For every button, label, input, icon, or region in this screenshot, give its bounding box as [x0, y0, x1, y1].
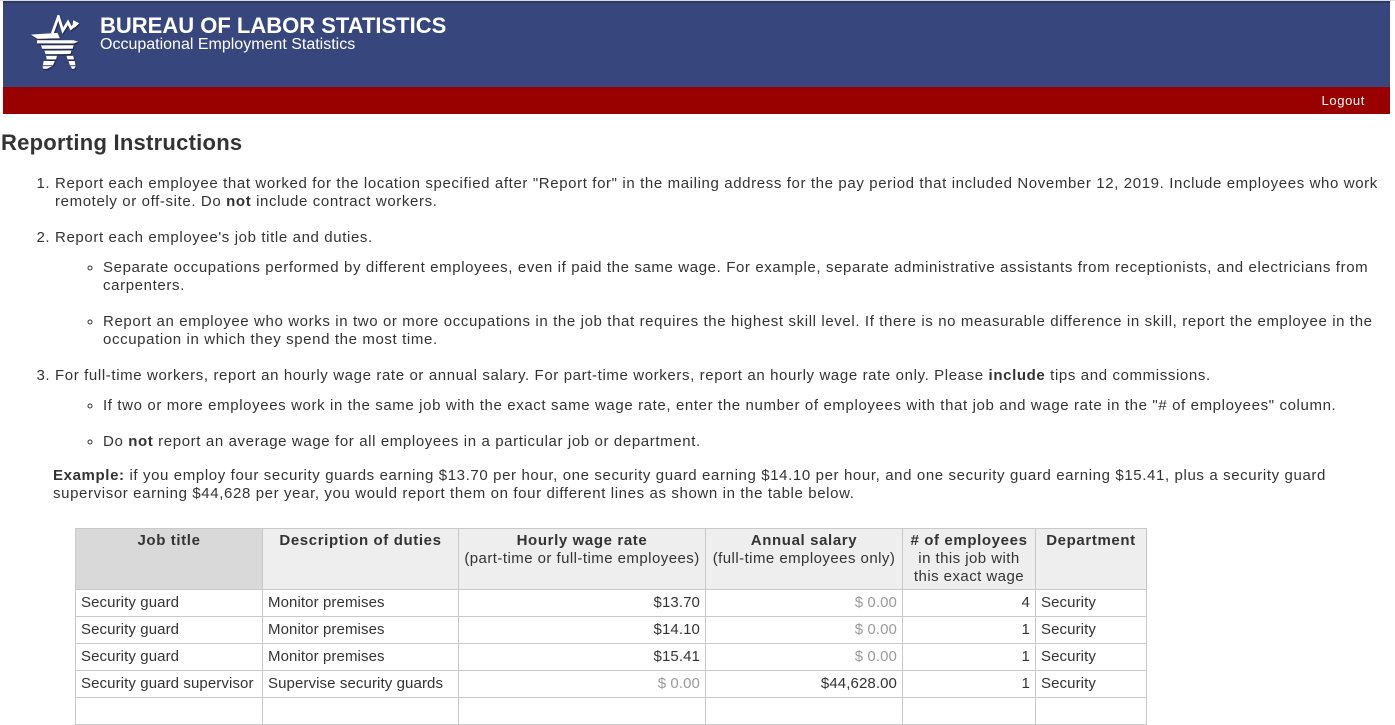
table-row-1: Security guard Monitor premises $13.70 $ 0.… [75, 589, 1147, 617]
instructions-list: Report each employee that worked for the… [3, 175, 1390, 451]
instruction-item-1: Report each employee that worked for the… [55, 175, 1390, 211]
nav-bar: Logout [3, 87, 1390, 114]
masthead: BUREAU OF LABOR STATISTICS Occupational … [3, 1, 1390, 87]
instruction-item-3: For full-time workers, report an hourly … [55, 367, 1390, 451]
table-body: Security guard Monitor premises $13.70 $ 0.… [75, 589, 1147, 725]
cell-job-title: Security guard [75, 643, 263, 671]
cell-job-title: Security guard [75, 616, 263, 644]
cell-num-employees [902, 697, 1036, 725]
cell-annual-salary: $44,628.00 [705, 670, 903, 698]
cell-description: Supervise security guards [262, 670, 459, 698]
cell-job-title: Security guard supervisor [75, 670, 263, 698]
page-title: Reporting Instructions [1, 130, 243, 155]
cell-num-employees: 1 [902, 643, 1036, 671]
table-header-row: Job title Description of duties Hourly wag… [75, 528, 1147, 590]
table-head: Job title Description of duties Hourly wag… [75, 528, 1147, 590]
column-header-hourly-wage: Hourly wage rate (part-time or full-time … [458, 528, 706, 590]
cell-department: Security [1035, 643, 1147, 671]
cell-num-employees: 1 [902, 616, 1036, 644]
table-row-3: Security guard Monitor premises $15.41 $ 0.… [75, 643, 1147, 671]
cell-hourly-wage: $14.10 [458, 616, 706, 644]
emphasis-text: include [988, 367, 1046, 384]
sub-bullet-list: If two or more employees work in the sam… [55, 397, 1390, 451]
column-header-subtitle: (part-time or full-time employees) [464, 550, 700, 567]
column-header-title: Job title [137, 532, 201, 549]
column-header-title: Hourly wage rate [516, 532, 648, 549]
cell-num-employees: 4 [902, 589, 1036, 617]
column-header-annual-salary: Annual salary (full-time employees only) [705, 528, 903, 590]
cell-description: Monitor premises [262, 643, 459, 671]
cell-department: Security [1035, 589, 1147, 617]
column-header-subtitle: (full-time employees only) [712, 550, 896, 567]
emphasis-text: not [226, 193, 252, 210]
cell-department: Security [1035, 670, 1147, 698]
table-row-2: Security guard Monitor premises $14.10 $ 0.… [75, 616, 1147, 644]
emphasis-text: Example: [53, 467, 125, 484]
cell-description: Monitor premises [262, 589, 459, 617]
masthead-text: BUREAU OF LABOR STATISTICS Occupational … [100, 12, 447, 54]
column-header-title: Description of duties [279, 532, 442, 549]
cell-num-employees: 1 [902, 670, 1036, 698]
cell-department: Security [1035, 616, 1147, 644]
instruction-item-2: Report each employee's job title and dut… [55, 229, 1390, 349]
logout-link[interactable]: Logout [1321, 93, 1365, 108]
column-header-title: Annual salary [750, 532, 858, 549]
column-header-title: # of employees [910, 532, 1028, 549]
cell-hourly-wage [458, 697, 706, 725]
cell-job-title [75, 697, 263, 725]
sub-bullet-list: Separate occupations performed by differ… [55, 259, 1390, 349]
cell-hourly-wage: $15.41 [458, 643, 706, 671]
bls-star-logo-icon [30, 15, 80, 69]
example-table: Job title Description of duties Hourly wag… [75, 528, 1147, 725]
column-header-num-employees: # of employees in this job with this exac… [902, 528, 1036, 590]
cell-job-title: Security guard [75, 589, 263, 617]
cell-description: Monitor premises [262, 616, 459, 644]
cell-hourly-wage: $ 0.00 [458, 670, 706, 698]
cell-annual-salary: $ 0.00 [705, 589, 903, 617]
example-paragraph: Example: if you employ four security gua… [53, 467, 1326, 502]
app-subtitle: Occupational Employment Statistics [100, 35, 356, 53]
table-row-4: Security guard supervisor Supervise secur… [75, 670, 1147, 698]
emphasis-text: not [128, 433, 154, 450]
column-header-description: Description of duties [262, 528, 459, 590]
column-header-title: Department [1046, 532, 1136, 549]
column-header-job-title: Job title [75, 528, 263, 590]
sub-bullet-item: Do not report an average wage for all em… [103, 433, 1390, 451]
cell-annual-salary: $ 0.00 [705, 616, 903, 644]
sub-bullet-item: Separate occupations performed by differ… [103, 259, 1390, 295]
cell-description [262, 697, 459, 725]
column-header-subtitle: in this job with this exact wage [913, 550, 1025, 585]
content: Reporting Instructions Report each emplo… [1, 130, 1390, 725]
cell-annual-salary [705, 697, 903, 725]
cell-hourly-wage: $13.70 [458, 589, 706, 617]
cell-annual-salary: $ 0.00 [705, 643, 903, 671]
agency-title: BUREAU OF LABOR STATISTICS [100, 12, 447, 38]
column-header-department: Department [1035, 528, 1147, 590]
sub-bullet-item: Report an employee who works in two or m… [103, 313, 1390, 349]
sub-bullet-item: If two or more employees work in the sam… [103, 397, 1390, 415]
cell-department [1035, 697, 1147, 725]
table-row-partial [75, 697, 1147, 725]
